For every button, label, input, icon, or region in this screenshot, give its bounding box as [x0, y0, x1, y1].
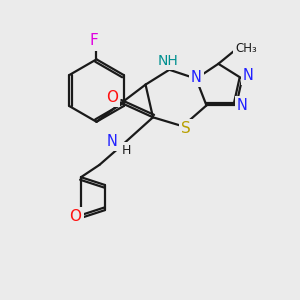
Text: N: N: [106, 134, 117, 148]
Text: H: H: [122, 144, 131, 157]
Text: CH₃: CH₃: [235, 42, 257, 56]
Text: N: N: [237, 98, 248, 113]
Text: O: O: [70, 209, 82, 224]
Text: F: F: [92, 32, 101, 47]
Text: F: F: [90, 33, 98, 48]
Text: N: N: [243, 68, 254, 83]
Text: S: S: [181, 121, 190, 136]
Text: NH: NH: [158, 54, 178, 68]
Text: N: N: [190, 70, 202, 85]
Text: O: O: [106, 90, 118, 105]
